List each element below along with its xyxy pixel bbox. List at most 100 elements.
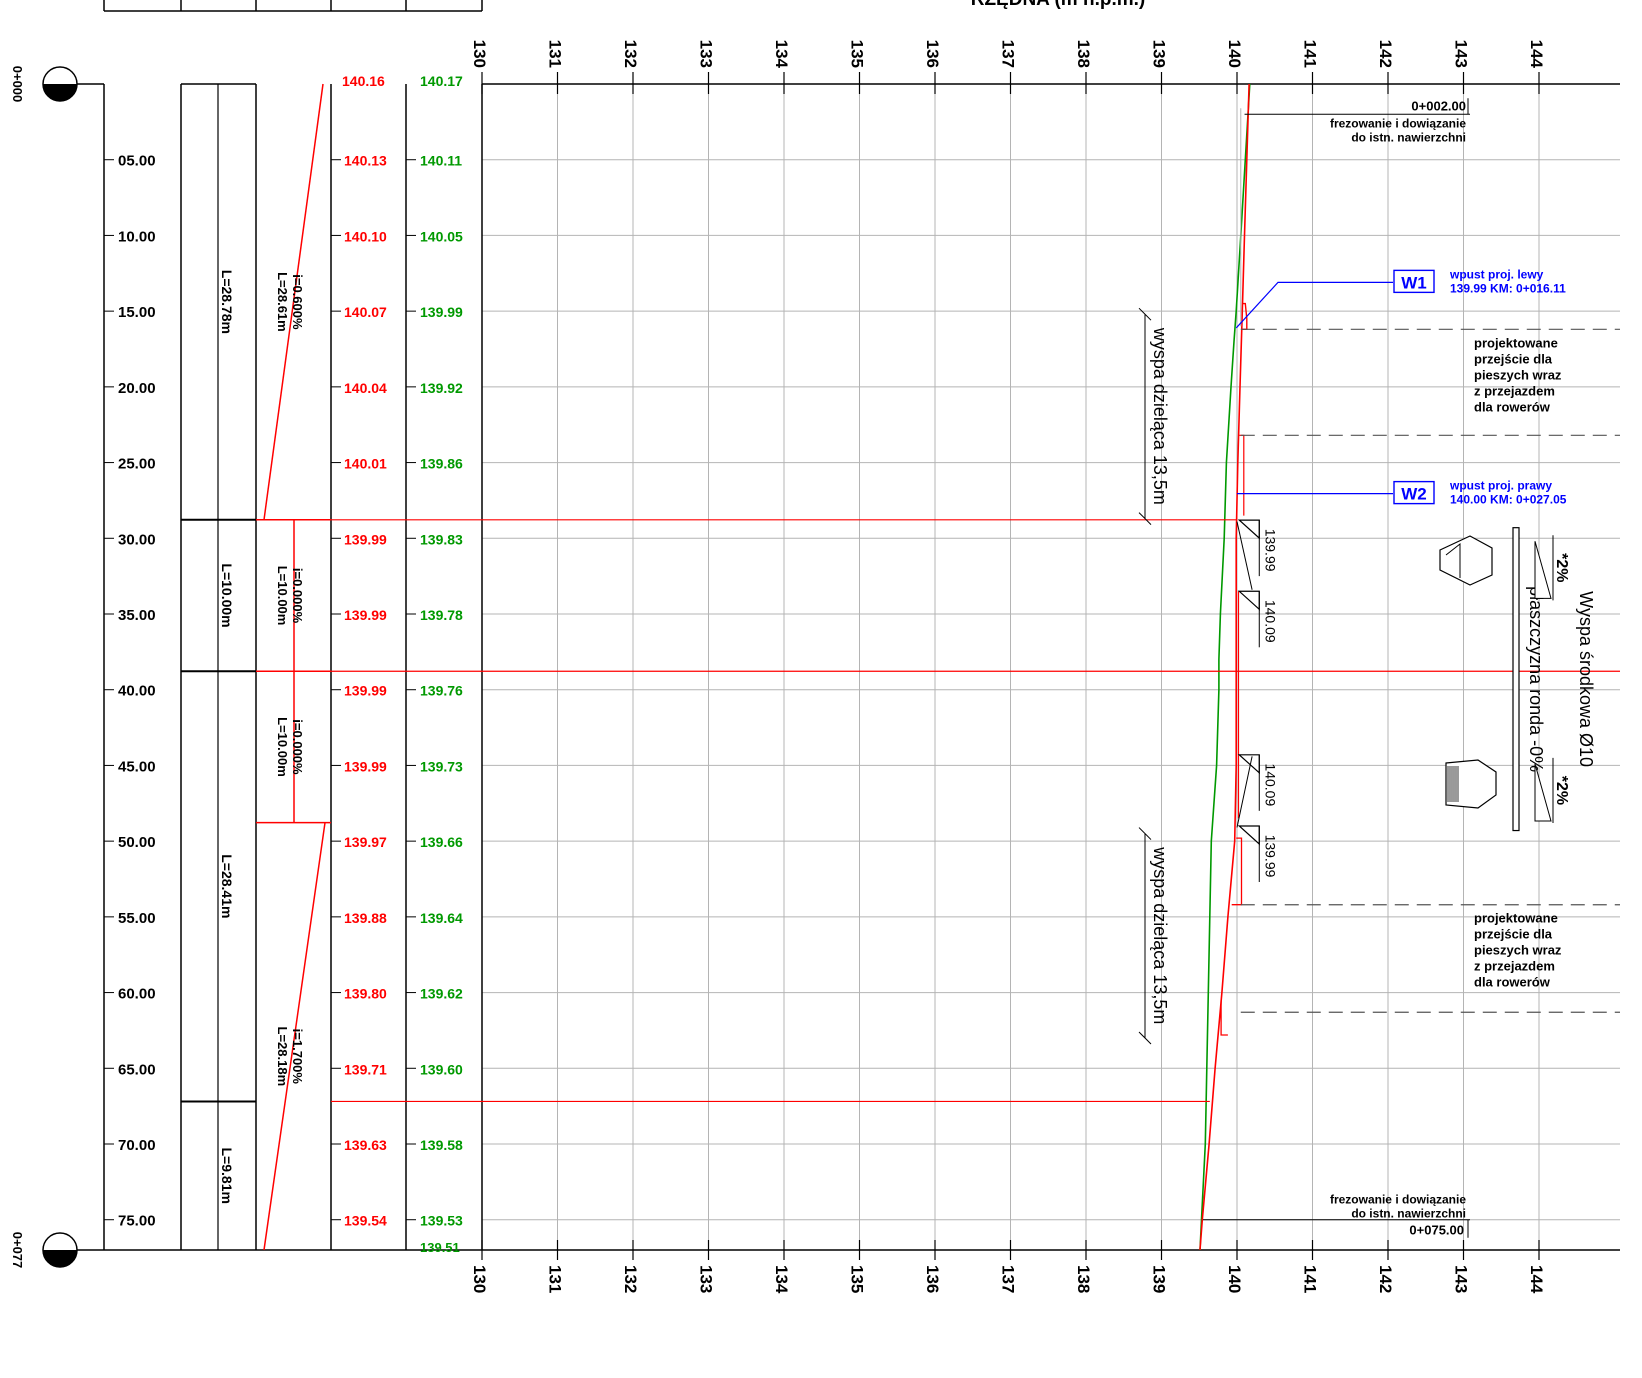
level-marker-icon	[1237, 519, 1260, 540]
w1-description-2: 139.99 KM: 0+016.11	[1450, 281, 1566, 295]
elevation-tick-label-top: 135	[848, 40, 867, 68]
elevation-tick-label-bottom: 137	[999, 1265, 1018, 1293]
level-marker-icon	[1237, 590, 1260, 611]
distance-label: 15.00	[118, 304, 156, 321]
design-elevation-label: 139.99	[344, 683, 387, 699]
chainage-start-circle-fill	[43, 84, 77, 101]
existing-elevation-label: 139.92	[420, 380, 463, 396]
slope-label: *2%	[1553, 776, 1570, 805]
design-elevation-top: 140.16	[342, 73, 385, 89]
elevation-tick-label-bottom: 141	[1301, 1265, 1320, 1293]
distance-label: 75.00	[118, 1213, 156, 1230]
design-elevation-label: 140.01	[344, 456, 387, 472]
island-dimension-tick	[1138, 307, 1152, 321]
grade-value-label: i=1.700%	[290, 1029, 305, 1085]
roundabout-plane-bar	[1512, 527, 1520, 832]
roundabout-plane-label: płaszczyzna ronda -0%	[1526, 586, 1546, 772]
milling-start-line1: frezowanie i dowiązanie	[1330, 116, 1466, 130]
island-dimension-tick	[1138, 827, 1152, 840]
flow-arrow-detail	[1445, 542, 1461, 578]
chainage-end-label: 0+077	[10, 1232, 25, 1269]
design-elevation-label: 139.99	[344, 531, 387, 547]
distance-label: 65.00	[118, 1061, 156, 1078]
distance-label: 25.00	[118, 456, 156, 473]
distance-label: 10.00	[118, 228, 156, 245]
elevation-tick-label-top: 140	[1225, 40, 1244, 68]
elevation-tick-label-bottom: 142	[1376, 1265, 1395, 1293]
elevation-tick-label-bottom: 139	[1150, 1265, 1169, 1293]
curb-detail	[1239, 434, 1245, 516]
crossing-text: projektowane	[1474, 335, 1558, 350]
existing-elevation-label: 139.58	[420, 1137, 463, 1153]
elevation-tick-label-top: 143	[1452, 40, 1471, 68]
start-chainage: 0+002.00	[1411, 98, 1466, 113]
design-elevation-label: 139.99	[344, 758, 387, 774]
elevation-tick-label-bottom: 143	[1452, 1265, 1471, 1293]
elevation-tick-label-top: 142	[1376, 40, 1395, 68]
flow-arrow-icon	[1439, 535, 1493, 586]
w2-label: W2	[1401, 485, 1427, 504]
annotations: 0+002.00 frezowanie i dowiązanie do istn. …	[1138, 98, 1620, 1238]
design-elevation-label: 139.71	[344, 1061, 387, 1077]
elevation-tick-label-top: 137	[999, 40, 1018, 68]
island-dimension-tick	[1138, 512, 1152, 525]
elevation-tick-label-bottom: 144	[1527, 1265, 1546, 1294]
design-elevation-label: 139.80	[344, 986, 387, 1002]
elevation-tick-label-top: 130	[470, 40, 489, 68]
design-elevation-label: 140.04	[344, 380, 387, 396]
crossing-text: dla rowerów	[1474, 399, 1551, 414]
w2-description-2: 140.00 KM: 0+027.05	[1450, 493, 1567, 507]
crossing-text: przejście dla	[1474, 351, 1553, 366]
level-marker-value: 140.09	[1262, 763, 1278, 806]
existing-elevation-label: 139.64	[420, 910, 463, 926]
distance-label: 05.00	[118, 153, 156, 170]
level-slope-line	[1236, 521, 1253, 590]
central-island-label: Wyspa środkowa Ø10	[1576, 591, 1596, 767]
existing-elevation-label: 140.11	[420, 153, 462, 169]
design-elevation-label: 140.07	[344, 304, 387, 320]
grade-value-label: i=0.600%	[290, 274, 305, 330]
w1-leader	[1235, 281, 1393, 329]
island-label: wyspa dzieląca 13,5m	[1150, 327, 1170, 505]
level-marker-value: 140.09	[1262, 600, 1278, 643]
existing-elevation-top: 140.17	[420, 73, 463, 89]
elevation-tick-label-top: 144	[1527, 40, 1546, 69]
existing-elevation-label: 139.99	[420, 304, 463, 320]
distance-label: 55.00	[118, 910, 156, 927]
slope-label: *2%	[1553, 553, 1570, 582]
grade-value-label: i=0.000%	[290, 568, 305, 624]
grade-length-label: L=28.18m	[275, 1027, 290, 1087]
crossing-text: z przejazdem	[1474, 959, 1555, 974]
elevation-tick-label-top: 134	[772, 40, 791, 69]
end-chainage: 0+075.00	[1409, 1223, 1464, 1238]
design-elevation-label: 139.97	[344, 834, 387, 850]
crossing-text: projektowane	[1474, 911, 1558, 926]
elevation-tick-label-bottom: 131	[546, 1265, 565, 1293]
grade-length-label: L=28.61m	[275, 272, 290, 332]
w2-box	[1393, 480, 1435, 505]
grade-length-label: L=10.00m	[275, 717, 290, 777]
distance-label: 50.00	[118, 834, 156, 851]
elevation-tick-label-top: 131	[546, 40, 565, 68]
existing-elevation-label: 139.73	[420, 758, 463, 774]
design-elevation-label: 139.99	[344, 607, 387, 623]
elevation-tick-label-bottom: 133	[697, 1265, 716, 1293]
design-grade-line	[1199, 83, 1250, 1251]
flow-arrow-icon	[1445, 759, 1497, 809]
header-table-remnant	[103, 0, 483, 12]
existing-elevation-bottom: 139.51	[420, 1240, 460, 1255]
chainage-end-circle-fill	[43, 1250, 77, 1267]
elevation-tick-label-top: 136	[923, 40, 942, 68]
existing-ground-line	[1199, 83, 1251, 1251]
w2-description-1: wpust proj. prawy	[1449, 479, 1552, 493]
elevation-tick-label-bottom: 138	[1074, 1265, 1093, 1293]
crossing-text: dla rowerów	[1474, 975, 1551, 990]
design-elevation-label: 139.63	[344, 1137, 387, 1153]
milling-end-line2: do istn. nawierzchni	[1351, 1207, 1466, 1221]
crossing-text: z przejazdem	[1474, 383, 1555, 398]
slope-triangle-icon	[1534, 763, 1552, 822]
slope-triangle-icon	[1534, 541, 1552, 599]
distance-label: 60.00	[118, 986, 156, 1003]
grade-value-label: i=0.000%	[290, 719, 305, 775]
